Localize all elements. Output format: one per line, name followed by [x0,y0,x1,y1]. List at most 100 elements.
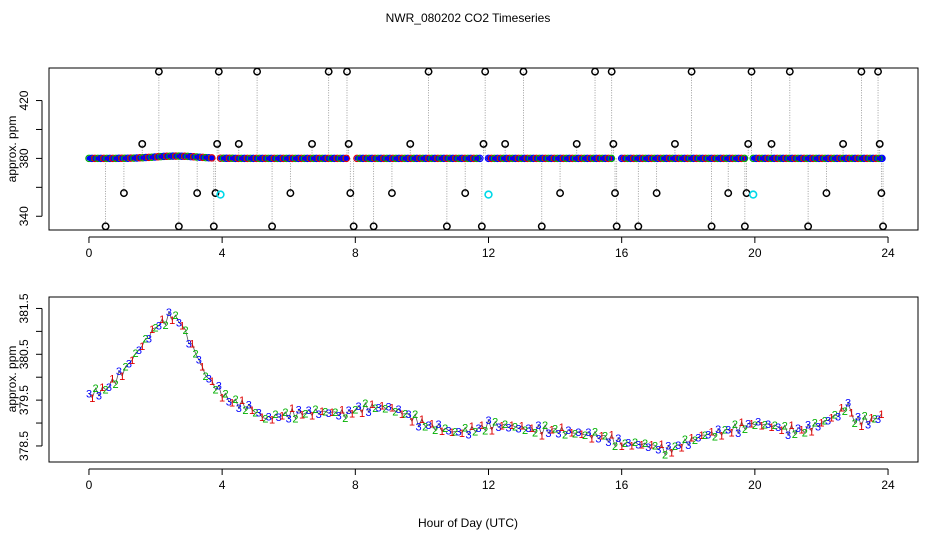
point-marker-label: 3 [126,359,132,371]
point-marker-label: 1 [489,425,495,437]
point-marker-label: 2 [362,398,368,410]
spike-marker [461,189,470,198]
point-marker-label: 1 [818,418,824,430]
point-marker-label: 1 [858,421,864,433]
spike-marker [612,222,621,231]
x-tick-label: 20 [748,246,762,260]
point-marker-label: 3 [605,437,611,449]
spike-marker [406,139,415,148]
x-tick-label: 12 [482,478,496,492]
point-marker-label: 1 [878,409,884,421]
bottom-y-axis-label: approx. ppm [5,346,19,413]
point-marker-label: 1 [319,406,325,418]
point-marker-label: 1 [419,414,425,426]
spike-marker [213,139,222,148]
point-marker-label: 1 [229,397,235,409]
point-marker-label: 3 [196,355,202,367]
point-marker-label: 3 [216,381,222,393]
point-marker-label: 1 [379,401,385,413]
point-marker-label: 1 [659,439,665,451]
point-marker-label: 1 [89,393,95,405]
point-marker-label: 3 [286,413,292,425]
baseline-marker [476,154,484,163]
point-marker-label: 1 [349,409,355,421]
point-marker-label: 1 [109,374,115,386]
point-marker-label: 3 [855,411,861,423]
spike-marker [324,67,333,76]
point-marker-label: 1 [119,371,125,383]
point-marker-label: 3 [835,411,841,423]
y-tick-label: 381.5 [17,293,31,323]
point-marker-label: 1 [329,407,335,419]
point-marker-label: 1 [429,419,435,431]
point-marker-label: 3 [685,440,691,452]
spike-marker [343,67,351,76]
top-data-points [85,67,887,231]
spike-marker [253,67,262,76]
point-marker-label: 1 [169,315,175,327]
point-marker-label: 3 [416,422,422,434]
x-tick-label: 12 [482,246,496,260]
point-marker-label: 1 [149,324,155,336]
point-marker-label: 3 [246,400,252,412]
point-marker-label: 2 [422,421,428,433]
point-marker-label: 2 [562,430,568,442]
spike-marker [707,222,716,231]
point-marker-label: 2 [822,416,828,428]
spike-marker [591,67,599,76]
spike-marker [344,139,353,148]
point-marker-label: 2 [492,417,498,429]
point-marker-label: 1 [449,427,455,439]
point-marker-label: 1 [629,441,635,453]
spike-marker [556,189,565,198]
spike-marker [744,139,753,148]
point-marker-label: 1 [359,408,365,420]
spike-marker [875,139,884,148]
point-marker-label: 1 [589,434,595,446]
point-marker-label: 1 [848,408,854,420]
point-marker-label: 3 [316,409,322,421]
point-marker-label: 3 [186,339,192,351]
point-marker-label: 3 [525,423,531,435]
point-marker-label: 1 [838,403,844,415]
point-marker-label: 3 [735,428,741,440]
point-marker-label: 3 [875,414,881,426]
point-marker-label: 1 [469,421,475,433]
spike-marker [747,67,756,76]
point-marker-label: 1 [499,420,505,432]
point-marker-label: 1 [609,430,615,442]
baseline-marker [740,154,749,163]
point-marker-label: 3 [845,398,851,410]
point-marker-label: 3 [775,422,781,434]
point-marker-label: 1 [309,411,315,423]
point-marker-label: 2 [222,388,228,400]
top-axes: 0 4 8 12 16 20 24 340 380 420 [17,90,895,260]
point-marker-label: 1 [728,428,734,440]
point-marker-label: 3 [815,421,821,433]
point-marker-label: 2 [832,410,838,422]
point-marker-label: 1 [868,413,874,425]
point-marker-label: 1 [649,440,655,452]
point-marker-label: 3 [785,430,791,442]
reference-marker [484,190,493,199]
top-y-axis-label: approx. ppm [5,116,19,183]
point-marker-label: 2 [212,385,218,397]
point-marker-label: 1 [529,423,535,435]
point-marker-label: 3 [376,403,382,415]
top-plot-frame [48,67,919,231]
point-marker-label: 2 [612,441,618,453]
point-marker-label: 3 [426,420,432,432]
spike-marker [839,139,848,148]
spike-marker [308,139,316,148]
point-marker-label: 2 [622,438,628,450]
point-marker-label: 1 [768,422,774,434]
spike-marker [501,139,510,148]
point-marker-label: 2 [512,422,518,434]
spike-marker [349,222,358,231]
bottom-plot-frame [48,296,919,463]
point-marker-label: 3 [665,441,671,453]
point-marker-label: 3 [625,438,631,450]
point-marker-label: 1 [738,417,744,429]
point-marker-label: 1 [709,427,715,439]
x-tick-label: 4 [219,246,226,260]
